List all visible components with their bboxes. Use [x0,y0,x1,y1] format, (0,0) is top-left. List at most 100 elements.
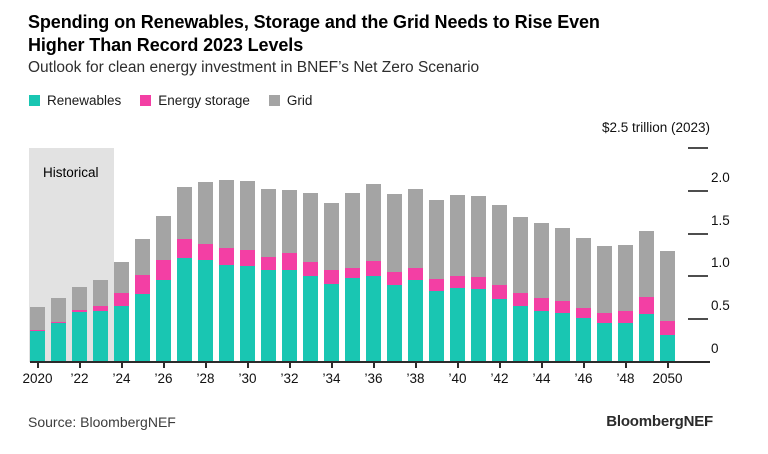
segment-renewables [597,323,612,362]
segment-grid [324,202,339,271]
segment-renewables [30,331,45,362]
x-tick [498,363,501,368]
segment-renewables [261,270,276,362]
bar-2028 [198,182,213,362]
segment-grid [513,216,528,293]
segment-renewables [387,284,402,362]
bar-2031 [261,189,276,362]
bloombergnef-logo: BloombergNEF [606,413,713,430]
segment-renewables [513,306,528,362]
bar-2050 [660,250,675,362]
legend-item-energy-storage: Energy storage [140,93,250,108]
segment-renewables [240,266,255,362]
x-tick-label: ’46 [574,371,593,386]
y-axis-unit-label: $2.5 trillion (2023) [601,120,710,135]
legend-item-renewables: Renewables [29,93,121,108]
y-tick [688,232,708,235]
bar-2021 [51,297,66,362]
y-tick-label: 0 [711,341,719,356]
segment-energy-storage [72,309,87,313]
segment-grid [198,182,213,244]
segment-energy-storage [471,277,486,290]
bar-2029 [219,179,234,362]
segment-renewables [324,284,339,362]
segment-energy-storage [387,272,402,285]
bar-2025 [135,238,150,362]
y-tick [688,147,708,149]
segment-renewables [93,310,108,362]
segment-grid [597,246,612,314]
segment-grid [345,193,360,268]
x-tick [666,363,669,368]
segment-energy-storage [639,296,654,315]
segment-energy-storage [660,320,675,336]
segment-grid [240,181,255,250]
segment-renewables [282,269,297,362]
bar-2037 [387,194,402,362]
x-tick [624,363,627,368]
segment-energy-storage [555,301,570,314]
segment-energy-storage [156,260,171,280]
x-tick-label: ’22 [70,371,89,386]
y-tick [688,189,708,192]
segment-energy-storage [492,284,507,299]
segment-renewables [639,314,654,362]
bar-2048 [618,244,633,362]
segment-renewables [303,276,318,362]
segment-grid [471,195,486,278]
segment-energy-storage [219,248,234,266]
legend-label: Energy storage [158,93,250,108]
segment-grid [30,307,45,331]
segment-grid [261,189,276,257]
segment-renewables [555,313,570,362]
bar-2041 [471,195,486,362]
chart-subtitle: Outlook for clean energy investment in B… [28,59,480,76]
segment-energy-storage [261,256,276,271]
x-tick [36,363,39,368]
segment-energy-storage [597,313,612,324]
bar-2039 [429,200,444,362]
bar-2036 [366,183,381,362]
segment-energy-storage [198,243,213,261]
segment-grid [177,186,192,239]
y-tick-label: 1.0 [711,255,730,271]
segment-renewables [177,258,192,362]
segment-energy-storage [282,253,297,270]
x-tick-label: ’42 [490,371,509,386]
chart-title-line1: Spending on Renewables, Storage and the … [28,12,600,32]
bar-2035 [345,193,360,362]
source-note: Source: BloombergNEF [28,414,176,430]
segment-grid [639,231,654,297]
segment-grid [72,286,87,310]
x-tick [582,363,585,368]
segment-grid [303,193,318,262]
bar-2034 [324,202,339,362]
segment-energy-storage [324,270,339,285]
bar-2038 [408,189,423,362]
bar-2049 [639,231,654,362]
x-tick-label: ’38 [406,371,425,386]
segment-energy-storage [135,274,150,294]
bar-2045 [555,228,570,362]
segment-renewables [156,279,171,362]
bar-2033 [303,193,318,362]
bar-2044 [534,223,549,362]
segment-energy-storage [618,310,633,323]
segment-energy-storage [30,330,45,332]
bar-2042 [492,204,507,362]
legend-swatch-icon [268,95,280,106]
segment-grid [51,297,66,322]
bar-2043 [513,216,528,362]
x-tick-label: ’34 [322,371,341,386]
segment-grid [450,195,465,276]
segment-energy-storage [513,292,528,307]
x-tick [540,363,543,368]
x-axis-line [30,361,710,363]
x-tick-label: ’30 [238,371,257,386]
legend-swatch-icon [29,95,40,106]
bar-2047 [597,246,612,362]
x-tick-label: ’26 [154,371,173,386]
bar-2020 [30,307,45,362]
legend: Renewables Energy storage Grid [29,93,312,108]
